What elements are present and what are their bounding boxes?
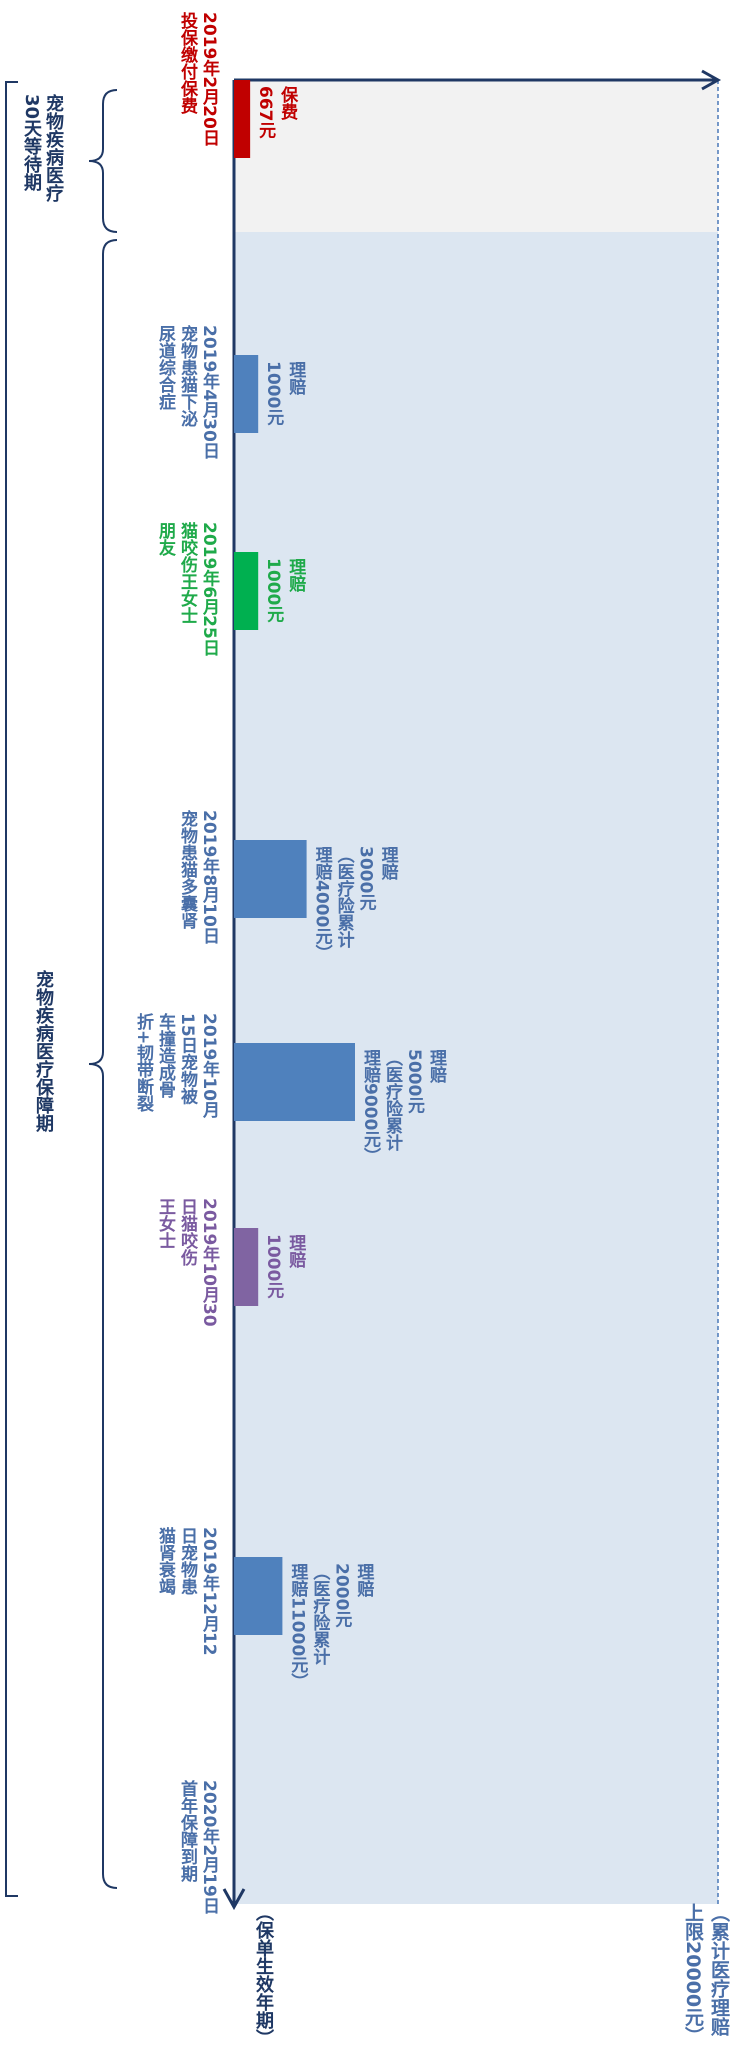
date-label-4: 2019年10月 15日宠物被 车撞造成骨 折+韧带断裂 (133, 1013, 219, 1118)
bar-label-2: 理赔 1000元 (263, 558, 306, 623)
bar-event-0 (234, 80, 251, 158)
coverage-period-brace (88, 239, 118, 1889)
bar-label-4: 理赔 5000元 （医疗险累计 理赔9000元） (360, 1049, 446, 1165)
bar-event-2 (234, 552, 259, 630)
time-axis-arrow (222, 1888, 246, 1911)
date-label-2: 2019年6月25日 猫咬伤王女士 朋友 (155, 522, 219, 656)
date-label-5: 2019年10月30 日猫咬伤 王女士 (155, 1198, 219, 1327)
bar-label-0: 保费 667元 (255, 86, 298, 139)
date-label-3: 2019年8月10日 宠物患猫多囊肾 (177, 810, 219, 944)
bar-label-6: 理赔 2000元 （医疗险累计 理赔11000元） (287, 1563, 374, 1691)
date-label-7: 2020年2月19日 首年保障到期 (177, 1780, 219, 1914)
bar-event-4 (234, 1043, 355, 1121)
date-label-0: 2019年2月20日 投保缴付保费 (177, 12, 219, 146)
period-label-coverage: 宠物疾病医疗保障期 (33, 970, 54, 1132)
limit-axis-label: （累计医疗理赔 上限20000元） (682, 1903, 730, 2046)
waiting-period-band (234, 80, 718, 232)
bar-event-3 (234, 840, 307, 918)
full-year-bracket (5, 81, 18, 1897)
bar-label-5: 理赔 1000元 (263, 1234, 306, 1299)
bar-event-6 (234, 1557, 283, 1635)
date-label-1: 2019年4月30日 宠物患猫下泌 尿道综合症 (155, 325, 219, 459)
time-axis-label: （保单生效年期） (253, 1903, 274, 2047)
bar-event-5 (234, 1228, 259, 1306)
date-label-6: 2019年12月12 日宠物患 猫肾衰竭 (155, 1527, 219, 1656)
period-label-waiting: 宠物疾病医疗 30天等待期 (21, 94, 64, 202)
value-axis-arrow (701, 69, 722, 91)
bar-event-1 (234, 355, 259, 433)
bar-label-3: 理赔 3000元 （医疗险累计 理赔4000元） (311, 846, 398, 962)
waiting-period-brace (88, 89, 118, 233)
bar-label-1: 理赔 1000元 (263, 361, 306, 426)
